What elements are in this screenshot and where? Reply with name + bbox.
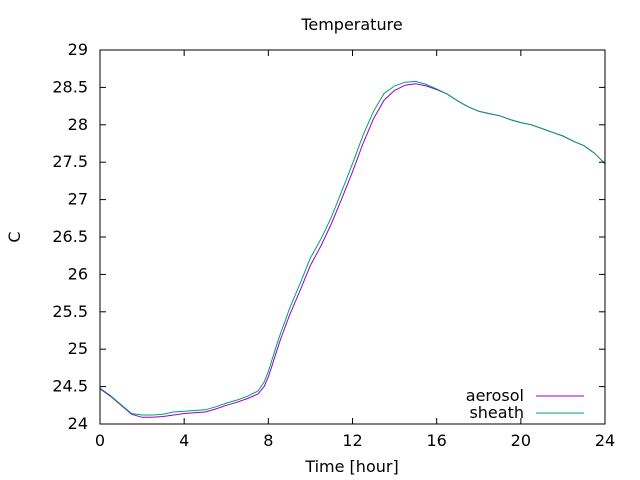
- x-axis-label: Time [hour]: [304, 457, 398, 476]
- y-tick-label: 27.5: [52, 152, 88, 171]
- y-tick-label: 29: [68, 40, 88, 59]
- y-tick-label: 25.5: [52, 302, 88, 321]
- x-tick-label: 12: [342, 431, 362, 450]
- plot-frame: [99, 49, 606, 425]
- x-tick-label: 16: [426, 431, 446, 450]
- x-tick-label: 8: [263, 431, 273, 450]
- series-line-sheath: [99, 80, 606, 416]
- x-tick-label: 20: [511, 431, 531, 450]
- series-line-aerosol: [99, 83, 606, 418]
- y-tick-label: 27: [68, 190, 88, 209]
- y-tick-label: 28: [68, 115, 88, 134]
- series-layer: [99, 80, 606, 418]
- y-axis-label: C: [5, 231, 24, 242]
- x-tick-label: 4: [179, 431, 189, 450]
- y-tick-label: 25: [68, 339, 88, 358]
- y-tick-label: 26.5: [52, 227, 88, 246]
- y-tick-label: 24: [68, 414, 88, 433]
- legend-label-sheath: sheath: [469, 403, 524, 422]
- y-tick-label: 26: [68, 264, 88, 283]
- axis-layer: 0 4 8 12 16 20 24 24 24.5 25 25.5 26 26.5 27 27.5 28 28.…: [52, 40, 615, 450]
- y-tick-label: 28.5: [52, 77, 88, 96]
- x-tick-label: 24: [595, 431, 615, 450]
- legend-label-aerosol: aerosol: [466, 386, 524, 405]
- y-tick-label: 24.5: [52, 377, 88, 396]
- chart-title: Temperature: [300, 15, 402, 34]
- x-tick-label: 0: [95, 431, 105, 450]
